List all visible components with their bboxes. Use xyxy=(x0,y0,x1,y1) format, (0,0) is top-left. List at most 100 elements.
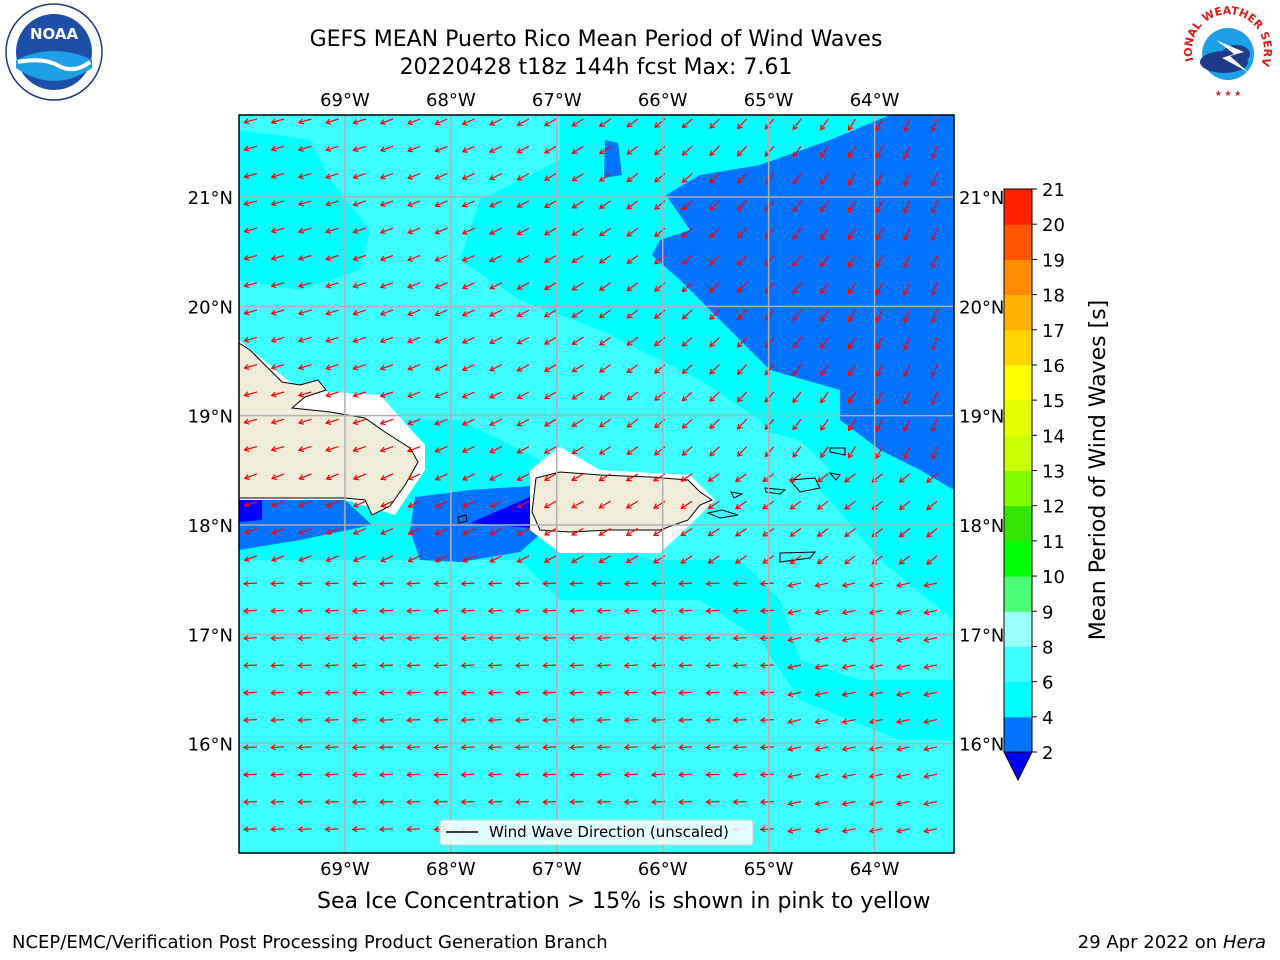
wind-wave-arrow xyxy=(434,800,448,803)
wind-wave-arrow xyxy=(764,337,775,348)
wind-wave-arrow xyxy=(815,746,829,751)
wind-wave-arrow xyxy=(515,582,530,585)
wind-wave-arrow xyxy=(517,309,530,317)
wind-wave-arrow xyxy=(407,282,421,289)
wind-wave-arrow xyxy=(326,118,339,124)
wind-wave-arrowhead xyxy=(923,745,930,752)
wind-wave-arrow xyxy=(820,200,829,212)
wind-wave-arrow xyxy=(271,664,285,667)
wind-wave-arrow xyxy=(627,173,639,182)
wind-wave-arrowhead xyxy=(243,391,250,398)
wind-wave-arrowhead xyxy=(868,581,875,589)
wind-wave-arrowhead xyxy=(875,316,882,323)
wind-wave-arrowhead xyxy=(351,798,358,806)
wind-wave-arrow xyxy=(903,364,911,377)
wind-wave-arrowhead xyxy=(841,691,848,698)
wind-wave-arrowhead xyxy=(930,180,937,187)
wind-wave-arrow xyxy=(706,746,720,749)
wind-wave-arrow xyxy=(903,255,911,268)
wind-wave-arrow xyxy=(488,773,502,776)
wind-wave-arrow xyxy=(792,446,802,458)
wind-wave-arrowhead xyxy=(759,635,766,642)
wind-wave-arrow xyxy=(435,254,448,262)
wind-wave-arrowhead xyxy=(270,118,277,125)
wind-wave-arrowhead xyxy=(875,125,882,132)
wind-wave-arrowhead xyxy=(709,450,716,457)
wind-wave-arrowhead xyxy=(930,153,937,160)
wind-wave-arrowhead xyxy=(571,257,578,264)
colorbar-segment xyxy=(1004,611,1032,647)
wind-wave-arrow xyxy=(572,418,584,427)
wind-wave-arrow xyxy=(517,555,530,563)
wind-wave-arrow xyxy=(931,446,938,459)
wind-wave-arrowhead xyxy=(461,310,468,317)
wind-wave-arrow xyxy=(299,555,312,562)
wind-wave-arrowhead xyxy=(903,289,909,296)
wind-wave-arrowhead xyxy=(895,773,903,780)
wind-wave-arrow xyxy=(325,609,339,612)
wind-wave-arrowhead xyxy=(923,581,930,589)
wind-wave-arrowhead xyxy=(625,475,632,482)
wind-wave-arrowhead xyxy=(297,635,304,642)
wind-wave-arrow xyxy=(815,637,829,641)
wind-wave-arrowhead xyxy=(406,580,412,587)
wind-wave-arrow xyxy=(517,200,530,208)
wind-wave-arrow xyxy=(325,582,339,585)
wind-wave-arrowhead xyxy=(898,559,905,565)
wind-wave-arrow xyxy=(488,664,502,667)
wind-wave-arrowhead xyxy=(792,288,798,295)
wind-wave-arrow xyxy=(903,173,911,186)
wind-wave-arrowhead xyxy=(705,635,712,642)
wind-wave-arrow xyxy=(764,282,775,294)
colorbar-extend-arrow xyxy=(1003,751,1033,782)
wind-wave-arrowhead xyxy=(514,798,521,806)
wind-wave-arrowhead xyxy=(898,477,905,483)
wind-wave-arrowhead xyxy=(650,662,657,669)
wind-wave-arrow xyxy=(462,555,475,563)
wind-wave-arrow xyxy=(760,828,774,831)
wind-wave-arrowhead xyxy=(297,118,304,125)
wind-wave-arrowhead xyxy=(487,662,494,669)
wind-wave-arrowhead xyxy=(243,118,250,125)
wind-wave-arrowhead xyxy=(895,691,903,698)
wind-wave-arrow xyxy=(624,773,638,776)
wind-wave-arrow xyxy=(326,173,339,179)
wind-wave-arrowhead xyxy=(903,125,909,132)
wind-wave-arrowhead xyxy=(406,716,412,724)
wind-wave-arrowhead xyxy=(930,289,937,296)
wind-wave-arrow xyxy=(708,527,720,537)
wind-wave-arrowhead xyxy=(406,146,414,153)
wind-wave-arrow xyxy=(572,254,584,263)
wind-wave-arrow xyxy=(682,391,693,402)
wind-wave-arrow xyxy=(788,746,802,751)
wind-wave-arrowhead xyxy=(598,285,605,291)
wind-wave-arrow xyxy=(407,364,421,370)
wind-wave-arrowhead xyxy=(816,558,823,565)
wind-wave-arrow xyxy=(298,391,312,397)
wind-wave-arrowhead xyxy=(571,557,578,563)
wind-wave-arrowhead xyxy=(571,530,578,536)
wind-wave-arrowhead xyxy=(461,147,468,153)
wind-wave-arrow xyxy=(848,282,856,295)
wind-wave-arrow xyxy=(926,528,938,538)
wind-wave-arrowhead xyxy=(434,256,441,262)
wind-wave-arrowhead xyxy=(352,146,359,153)
wind-wave-arrow xyxy=(790,473,802,482)
wind-wave-arrowhead xyxy=(489,529,496,536)
wind-wave-arrowhead xyxy=(489,365,496,372)
wind-wave-arrowhead xyxy=(847,425,854,432)
wind-wave-arrow xyxy=(434,719,448,721)
wind-wave-arrow xyxy=(244,227,258,233)
wind-wave-arrow xyxy=(842,637,856,641)
wind-wave-arrow xyxy=(380,200,394,206)
wind-wave-arrowhead xyxy=(759,716,766,724)
wind-wave-arrowhead xyxy=(681,341,688,347)
wind-wave-arrowhead xyxy=(705,607,712,614)
wind-wave-arrowhead xyxy=(379,364,386,371)
wind-wave-arrow xyxy=(408,473,421,480)
wind-wave-arrow xyxy=(875,146,884,159)
wind-wave-arrow xyxy=(544,473,557,481)
wind-wave-arrow xyxy=(570,691,584,694)
wind-wave-arrow xyxy=(298,364,312,369)
wind-wave-arrow xyxy=(682,145,693,156)
